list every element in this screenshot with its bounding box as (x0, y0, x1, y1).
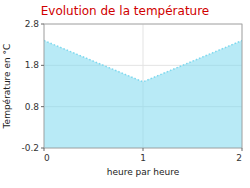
plot-area (44, 41, 242, 148)
y-tick-label: 0.8 (25, 102, 40, 112)
y-tick-label: 1.8 (25, 60, 40, 70)
y-axis: -0.2 0.8 1.8 2.8 (21, 19, 44, 153)
area-fill (44, 41, 242, 148)
y-tick (41, 24, 44, 25)
plot-frame (44, 24, 242, 148)
y-axis-label: Température en °C (2, 44, 12, 130)
x-tick-label: 2 (236, 153, 242, 163)
x-axis-label: heure par heure (107, 167, 180, 177)
x-tick (44, 148, 45, 151)
x-tick-label: 1 (140, 153, 146, 163)
chart-svg: -0.2 0.8 1.8 2.8 0 1 2 heure par heure Températu… (0, 0, 250, 188)
chart-title: Evolution de la température (41, 4, 210, 18)
chart-container: -0.2 0.8 1.8 2.8 0 1 2 heure par heure Températu… (0, 0, 250, 188)
y-tick-label: -0.2 (21, 143, 39, 153)
y-tick (41, 106, 44, 107)
y-tick (41, 65, 44, 66)
area-line (44, 41, 242, 82)
y-tick-label: 2.8 (25, 19, 40, 29)
x-tick-label: 0 (44, 153, 50, 163)
grid (44, 24, 242, 148)
x-tick (242, 148, 243, 151)
x-axis: 0 1 2 (44, 148, 242, 163)
x-tick (143, 148, 144, 151)
